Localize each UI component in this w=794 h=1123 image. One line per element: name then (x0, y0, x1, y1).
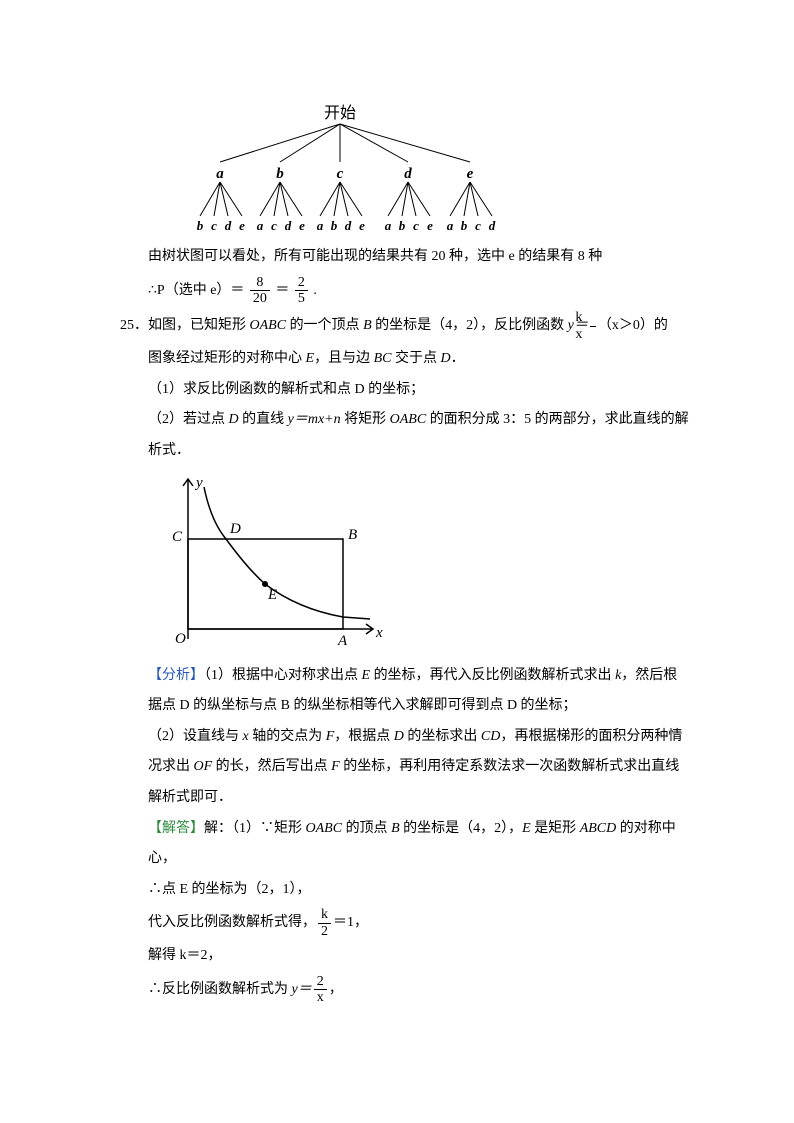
svg-text:y: y (194, 475, 203, 491)
tree-svg: 开始 a b c d e (160, 100, 520, 240)
analysis-line1b: 据点 D 的纵坐标与点 B 的纵坐标相等代入求解即可得到点 D 的坐标； (120, 693, 694, 720)
svg-text:A: A (337, 633, 348, 649)
svg-text:b: b (461, 218, 468, 233)
frac-k-x: kx (590, 310, 596, 342)
frac-k-2: k2 (318, 907, 331, 939)
q25-p2b: 析式． (120, 438, 694, 465)
svg-text:d: d (345, 218, 352, 233)
answer-line4: 解得 k＝2， (120, 943, 694, 970)
prob-prefix: ∴P（选中 e）＝ (148, 283, 244, 298)
svg-text:d: d (225, 218, 232, 233)
svg-text:b: b (276, 166, 284, 182)
svg-text:c: c (271, 218, 277, 233)
svg-text:E: E (267, 587, 277, 603)
q25-p1: （1）求反比例函数的解析式和点 D 的坐标； (120, 377, 694, 404)
probability-line: ∴P（选中 e）＝ 820 ＝ 25 . (120, 275, 694, 307)
eq-mid: ＝ (275, 283, 289, 298)
analysis-label: 【分析】 (148, 668, 204, 683)
svg-text:c: c (337, 166, 344, 182)
svg-text:O: O (175, 631, 186, 647)
svg-text:e: e (359, 218, 365, 233)
svg-text:a: a (257, 218, 264, 233)
q25-line1: 25．如图，已知矩形 OABC 的一个顶点 B 的坐标是（4，2），反比例函数 … (120, 310, 694, 342)
eq-end: . (313, 283, 317, 298)
answer-line1: 【解答】解：（1）∵矩形 OABC 的顶点 B 的坐标是（4，2），E 是矩形 … (120, 816, 694, 843)
tree-diagram: 开始 a b c d e (120, 100, 520, 240)
svg-text:a: a (216, 166, 224, 182)
svg-text:e: e (427, 218, 433, 233)
svg-text:b: b (197, 218, 204, 233)
answer-label: 【解答】 (148, 821, 204, 836)
svg-text:D: D (229, 521, 241, 537)
svg-text:c: c (211, 218, 217, 233)
answer-line5: ∴反比例函数解析式为 y＝2x， (120, 974, 694, 1006)
svg-text:C: C (172, 529, 183, 545)
svg-text:a: a (447, 218, 454, 233)
q25-p2a: （2）若过点 D 的直线 y＝mx+n 将矩形 OABC 的面积分成 3：5 的… (120, 407, 694, 434)
q25-line2: 图象经过矩形的对称中心 E，且与边 BC 交于点 D． (120, 346, 694, 373)
svg-text:b: b (399, 218, 406, 233)
answer-line2: ∴点 E 的坐标为（2，1）， (120, 877, 694, 904)
tree-result: 由树状图可以看处，所有可能出现的结果共有 20 种，选中 e 的结果有 8 种 (148, 249, 602, 264)
svg-text:d: d (489, 218, 496, 233)
graph-svg: y x O A B C D E (148, 469, 388, 659)
frac-8-20: 820 (250, 275, 270, 307)
frac-2-5: 25 (295, 275, 308, 307)
analysis-line2c: 解析式即可． (120, 785, 694, 812)
svg-text:a: a (385, 218, 392, 233)
analysis-line2b: 况求出 OF 的长，然后写出点 F 的坐标，再利用待定系数法求一次函数解析式求出… (120, 754, 694, 781)
analysis-line1: 【分析】（1）根据中心对称求出点 E 的坐标，再代入反比例函数解析式求出 k，然… (120, 663, 694, 690)
frac-2-x: 2x (314, 974, 327, 1006)
svg-text:e: e (239, 218, 245, 233)
svg-text:d: d (404, 166, 412, 182)
svg-text:e: e (467, 166, 474, 182)
analysis-line2a: （2）设直线与 x 轴的交点为 F，根据点 D 的坐标求出 CD，再根据梯形的面… (120, 724, 694, 751)
svg-text:a: a (317, 218, 324, 233)
svg-text:开始: 开始 (324, 104, 356, 122)
svg-text:x: x (375, 625, 383, 641)
tree-result-text: 由树状图可以看处，所有可能出现的结果共有 20 种，选中 e 的结果有 8 种 (120, 244, 694, 271)
svg-text:d: d (285, 218, 292, 233)
answer-line3: 代入反比例函数解析式得，k2＝1， (120, 907, 694, 939)
graph-figure: y x O A B C D E (120, 469, 694, 659)
svg-text:b: b (331, 218, 338, 233)
svg-text:c: c (413, 218, 419, 233)
svg-text:e: e (299, 218, 305, 233)
q25-num: 25． (120, 318, 148, 333)
answer-line1b: 心， (120, 846, 694, 873)
svg-text:c: c (475, 218, 481, 233)
svg-text:B: B (348, 527, 357, 543)
